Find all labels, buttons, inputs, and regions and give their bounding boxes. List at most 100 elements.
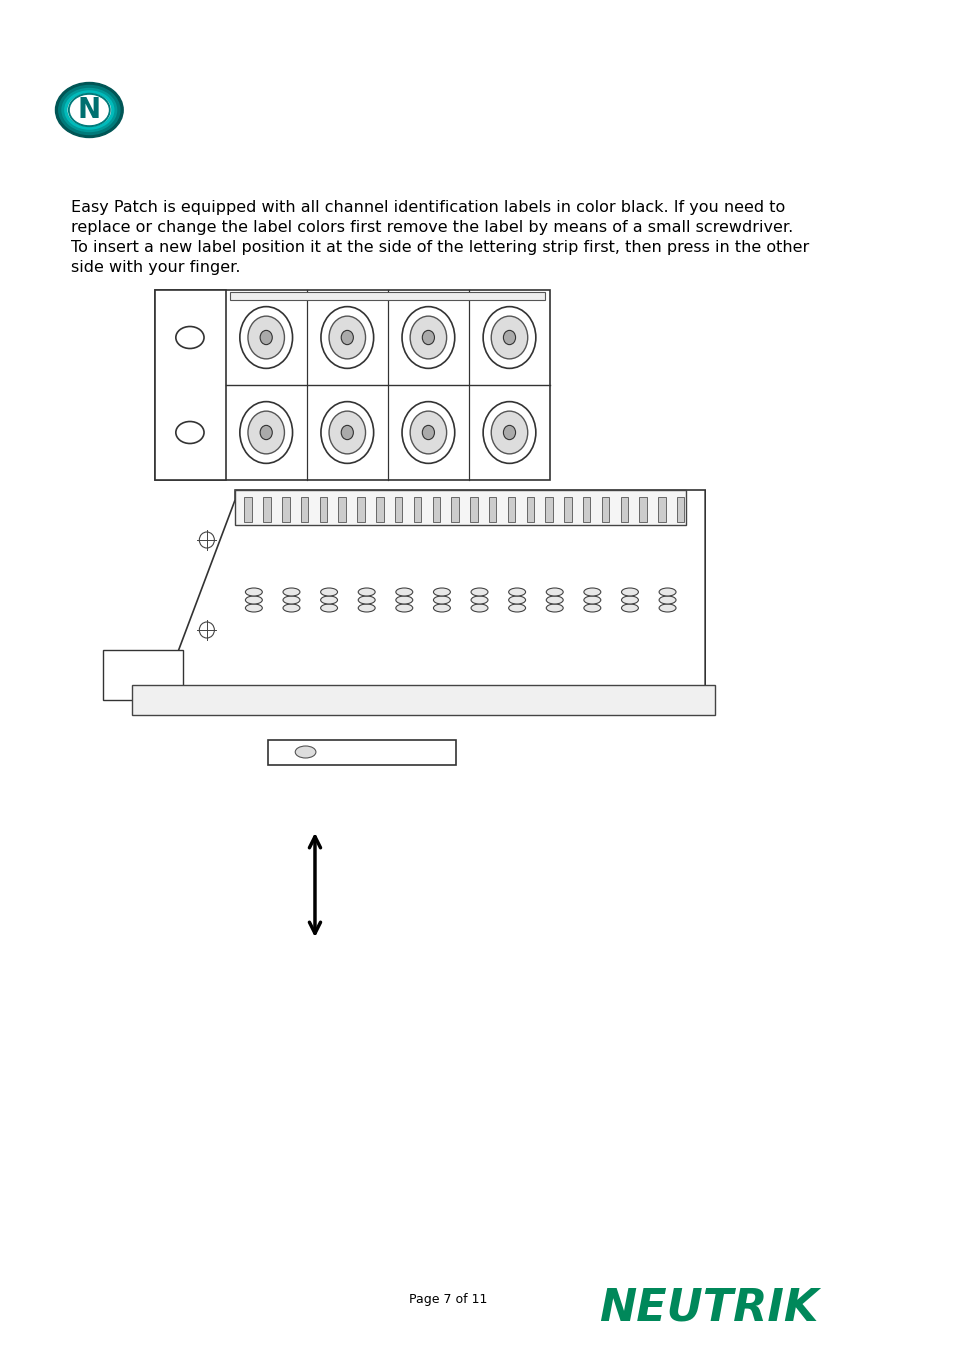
Ellipse shape [659, 596, 676, 604]
Ellipse shape [71, 96, 108, 124]
Ellipse shape [659, 604, 676, 612]
Bar [103, 650, 183, 700]
Ellipse shape [482, 401, 536, 463]
Ellipse shape [503, 426, 515, 439]
Ellipse shape [245, 588, 262, 596]
Ellipse shape [433, 604, 450, 612]
Ellipse shape [248, 316, 284, 359]
Text: N: N [78, 96, 101, 124]
Ellipse shape [395, 588, 413, 596]
Bar [230, 292, 545, 300]
Bar [375, 497, 383, 521]
Bar [432, 497, 439, 521]
Ellipse shape [410, 411, 446, 454]
Ellipse shape [329, 316, 365, 359]
Bar [234, 490, 685, 526]
Bar [507, 497, 515, 521]
Bar [639, 497, 646, 521]
Ellipse shape [283, 588, 299, 596]
Bar [526, 497, 534, 521]
Text: To insert a new label position it at the side of the lettering strip first, then: To insert a new label position it at the… [71, 240, 808, 255]
Bar [357, 497, 364, 521]
Bar [263, 497, 271, 521]
Ellipse shape [422, 331, 434, 345]
Text: Page 7 of 11: Page 7 of 11 [409, 1293, 487, 1306]
Ellipse shape [395, 596, 413, 604]
Ellipse shape [329, 411, 365, 454]
Ellipse shape [357, 604, 375, 612]
Ellipse shape [508, 596, 525, 604]
Ellipse shape [357, 596, 375, 604]
Text: side with your finger.: side with your finger. [71, 259, 240, 276]
Bar [470, 497, 477, 521]
Ellipse shape [320, 604, 337, 612]
Ellipse shape [68, 95, 111, 126]
Ellipse shape [583, 588, 600, 596]
Ellipse shape [546, 604, 562, 612]
Bar [677, 497, 683, 521]
Polygon shape [178, 490, 704, 690]
Ellipse shape [491, 316, 527, 359]
Bar [545, 497, 553, 521]
Bar [268, 740, 456, 765]
Ellipse shape [175, 327, 204, 349]
Ellipse shape [320, 588, 337, 596]
Ellipse shape [620, 588, 638, 596]
Ellipse shape [69, 93, 110, 127]
Ellipse shape [341, 426, 353, 439]
Bar [300, 497, 308, 521]
Ellipse shape [175, 422, 204, 443]
Ellipse shape [395, 604, 413, 612]
Bar [488, 497, 496, 521]
Ellipse shape [341, 331, 353, 345]
Ellipse shape [508, 588, 525, 596]
Ellipse shape [283, 596, 299, 604]
Ellipse shape [482, 307, 536, 369]
Bar [658, 497, 665, 521]
Ellipse shape [357, 588, 375, 596]
Ellipse shape [410, 316, 446, 359]
Bar [563, 497, 571, 521]
Ellipse shape [583, 596, 600, 604]
Ellipse shape [260, 331, 272, 345]
Ellipse shape [401, 307, 455, 369]
Ellipse shape [491, 411, 527, 454]
Bar [155, 290, 550, 480]
Text: replace or change the label colors first remove the label by means of a small sc: replace or change the label colors first… [71, 220, 792, 235]
Ellipse shape [433, 596, 450, 604]
Ellipse shape [294, 746, 315, 758]
Ellipse shape [583, 604, 600, 612]
Bar [451, 497, 458, 521]
Bar [244, 497, 252, 521]
Ellipse shape [245, 604, 262, 612]
Bar [395, 497, 402, 521]
Bar [619, 497, 627, 521]
Ellipse shape [320, 307, 374, 369]
Ellipse shape [65, 91, 113, 128]
Bar [132, 685, 714, 715]
Ellipse shape [433, 588, 450, 596]
Bar [338, 497, 346, 521]
Ellipse shape [55, 82, 123, 138]
Ellipse shape [546, 596, 562, 604]
Ellipse shape [508, 604, 525, 612]
Ellipse shape [620, 596, 638, 604]
Ellipse shape [283, 604, 299, 612]
Ellipse shape [471, 588, 488, 596]
Ellipse shape [59, 85, 120, 135]
Bar [601, 497, 609, 521]
Ellipse shape [503, 331, 515, 345]
Bar [319, 497, 327, 521]
Ellipse shape [659, 588, 676, 596]
Ellipse shape [71, 96, 107, 124]
Ellipse shape [239, 307, 293, 369]
Ellipse shape [62, 89, 116, 131]
Ellipse shape [471, 596, 488, 604]
Bar [155, 290, 226, 480]
Ellipse shape [320, 401, 374, 463]
Ellipse shape [239, 401, 293, 463]
Bar [282, 497, 290, 521]
Bar [414, 497, 421, 521]
Ellipse shape [245, 596, 262, 604]
Ellipse shape [471, 604, 488, 612]
